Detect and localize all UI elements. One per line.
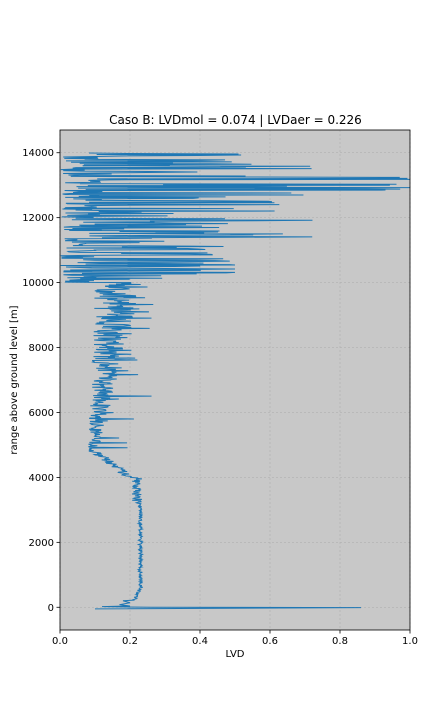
series-line-segment (94, 282, 154, 313)
plot-frame (59, 129, 411, 631)
series-line-segment (131, 486, 143, 517)
series-line-segment (88, 428, 128, 459)
series-line-segment (63, 152, 252, 167)
series-line-segment (88, 398, 134, 430)
y-tick-label: 6000 (29, 408, 54, 419)
series-line-segment (136, 545, 144, 576)
x-tick-label: 0.0 (52, 636, 68, 647)
chart-title: Caso B: LVDmol = 0.074 | LVDaer = 0.226 (109, 113, 362, 127)
series-line-segment (60, 252, 236, 284)
series-line-segment (101, 457, 142, 488)
series-line-segment (91, 340, 138, 371)
y-tick-label: 2000 (29, 538, 54, 549)
series-layer (60, 152, 410, 610)
series-line-segment (63, 223, 313, 254)
y-tick-label: 10000 (22, 278, 54, 289)
x-tick-label: 0.6 (262, 636, 278, 647)
series-line-segment (60, 165, 410, 196)
y-tick-label: 14000 (22, 148, 54, 159)
x-tick-label: 0.4 (192, 636, 208, 647)
y-tick-label: 12000 (22, 213, 54, 224)
series-line-segment (61, 194, 313, 225)
x-tick-label: 1.0 (402, 636, 418, 647)
y-tick-label: 4000 (29, 473, 54, 484)
y-tick-label: 8000 (29, 343, 54, 354)
x-tick-label: 0.2 (122, 636, 138, 647)
series-line-segment (93, 311, 152, 342)
x-tick-label: 0.8 (332, 636, 348, 647)
x-axis-label: LVD (225, 649, 244, 660)
y-axis-label: range above ground level [m] (9, 305, 20, 454)
y-tick-label: 0 (48, 603, 54, 614)
series-line-segment (94, 574, 362, 610)
tick-layer: 0.0 0.2 0.4 0.6 0.8 1.0 0 2000 4000 6000 8000 10000… (22, 148, 418, 647)
series-line-segment (92, 369, 152, 400)
series-line-segment (136, 515, 144, 546)
